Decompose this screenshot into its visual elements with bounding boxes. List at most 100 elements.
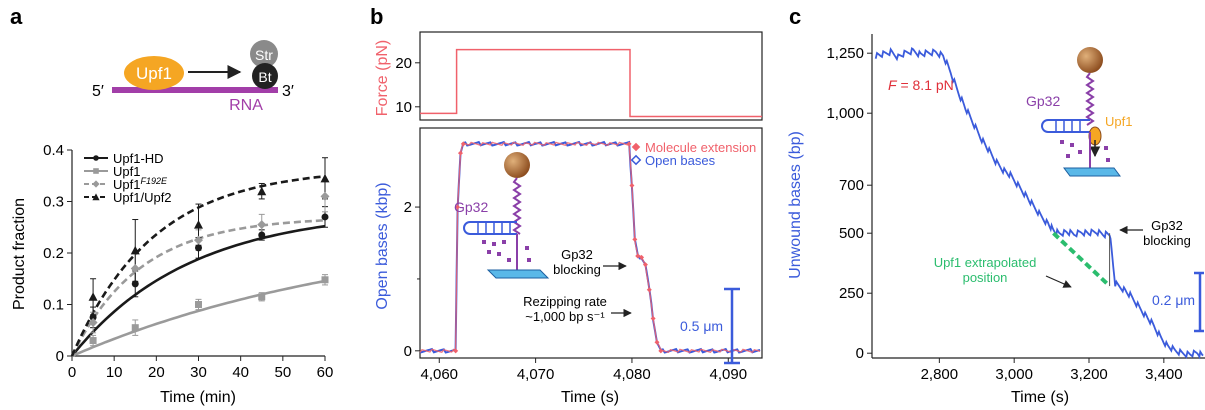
chart-b-xlabel: Time (s) (561, 389, 619, 406)
open-y-tick-label: 0 (404, 343, 412, 360)
blocking-label-c-2: blocking (1143, 233, 1191, 248)
upf1-label-c: Upf1 (1105, 114, 1132, 129)
scale-label-c: 0.2 μm (1152, 292, 1195, 308)
panel-b-letter: b (370, 4, 383, 29)
legend-label: Upf1/Upf2 (113, 190, 172, 205)
extension-marker (639, 254, 645, 260)
chart-a-fits (70, 175, 326, 358)
chart-b-legend: Molecule extension Open bases (630, 140, 756, 168)
blocking-label-c-1: Gp32 (1151, 218, 1183, 233)
chart-b-open: 4,060 4,070 4,080 4,090 0 2 (404, 127, 763, 383)
chart-c-annotations: Gp32 blocking Upf1 extrapolated position… (934, 218, 1204, 333)
legend-label: Upf1 (113, 164, 140, 179)
data-point (194, 235, 203, 245)
data-point (257, 220, 267, 230)
gp32-label-b: Gp32 (454, 199, 488, 215)
x-tick-label: 10 (106, 364, 123, 381)
extrap-label-2: position (963, 270, 1008, 285)
data-point (88, 318, 98, 328)
data-point (258, 231, 266, 239)
chart-a-axes: 0 10 20 30 40 50 60 0 0.1 0.2 0.3 0.4 (43, 142, 333, 381)
data-point (131, 280, 139, 288)
surface (486, 269, 550, 279)
legend-label-extension: Molecule extension (645, 140, 756, 155)
rezip-label-2: ~1,000 bp s⁻¹ (525, 309, 605, 324)
legend-marker (93, 168, 99, 174)
extrapolation-line (1052, 231, 1111, 288)
data-point (257, 186, 267, 196)
extrap-arrow (1045, 275, 1072, 288)
extension-marker (453, 348, 459, 354)
extension-marker (626, 141, 632, 147)
force-y-tick-label: 20 (395, 55, 412, 72)
open-x-tick-label: 4,070 (517, 366, 555, 383)
data-point (88, 292, 98, 301)
legend-marker-extension (631, 142, 641, 152)
gp32-label-c: Gp32 (1026, 93, 1060, 109)
open-x-tick-label: 4,060 (420, 366, 458, 383)
y-tick-label: 250 (839, 285, 864, 302)
force-y-tick-label: 10 (395, 99, 412, 116)
x-tick-label: 40 (232, 364, 249, 381)
extension-trace (419, 141, 761, 354)
data-point (89, 337, 97, 345)
panel-c: c 2,800 3,000 3,200 3,400 0 250 500 700 1,000 1,2… (787, 4, 1205, 406)
data-point (130, 245, 140, 255)
y-tick-label: 0.2 (43, 245, 64, 262)
extension-marker (646, 287, 652, 293)
data-point (195, 244, 202, 252)
extension-marker (642, 262, 648, 268)
five-prime-label: 5′ (92, 83, 104, 100)
open-x-tick-label: 4,090 (710, 366, 748, 383)
chart-b-open-ylabel: Open bases (kbp) (374, 182, 391, 309)
extension-marker (460, 141, 466, 147)
chart-c: 2,800 3,000 3,200 3,400 0 250 500 700 1,000 1,250 (826, 34, 1205, 383)
rna-schematic: Upf1 Str Bt 5′ 3′ RNA (92, 40, 294, 114)
chart-b-annotations: Gp32 blocking Rezipping rate ~1,000 bp s… (523, 247, 740, 365)
x-tick-label: 3,200 (1070, 366, 1108, 383)
chart-a-markers (88, 173, 330, 345)
data-point (321, 213, 329, 221)
molecule-cartoon-c: Gp32 Upf1 (1026, 47, 1132, 177)
chart-a-xlabel: Time (min) (160, 389, 236, 406)
molecule-cartoon-b: Gp32 (454, 152, 550, 279)
chart-a-ylabel: Product fraction (11, 198, 28, 310)
y-tick-label: 1,000 (826, 105, 864, 122)
panel-b: b 10 20 4,060 4,070 4,080 4,090 0 2 Force (pN)… (370, 4, 763, 406)
upf1-protein-label: Upf1 (136, 64, 172, 83)
panel-a-letter: a (10, 4, 23, 29)
x-tick-label: 3,000 (995, 366, 1033, 383)
streptavidin (250, 40, 278, 68)
open-frame (419, 127, 763, 359)
extension-marker (632, 236, 638, 242)
x-tick-label: 2,800 (921, 366, 959, 383)
legend-label: Upf1F192E (113, 176, 168, 192)
data-point (131, 324, 139, 332)
surface-c (1063, 167, 1121, 177)
legend-label-open: Open bases (645, 153, 716, 168)
biotin (252, 63, 278, 89)
open-y-tick-label: 2 (404, 199, 412, 216)
legend-marker (92, 193, 100, 201)
x-tick-label: 3,400 (1145, 366, 1183, 383)
extension-marker (455, 204, 461, 210)
y-tick-label: 0 (856, 345, 864, 362)
extension-marker (629, 183, 635, 188)
y-tick-label: 0.3 (43, 194, 64, 211)
legend-label-base: Upf1 (113, 177, 140, 192)
x-tick-label: 20 (148, 364, 165, 381)
extension-marker (650, 315, 656, 321)
extension-marker (658, 348, 664, 354)
data-point (130, 263, 140, 273)
panel-c-letter: c (789, 4, 801, 29)
legend-marker-open (630, 154, 642, 166)
hairpin (463, 221, 517, 235)
three-prime-label: 3′ (282, 83, 294, 100)
y-tick-label: 0.4 (43, 142, 64, 159)
legend-label-base: Upf1 (113, 164, 140, 179)
blocking-label-b-1: Gp32 (561, 247, 593, 262)
data-point (258, 293, 266, 301)
x-tick-label: 0 (68, 364, 76, 381)
